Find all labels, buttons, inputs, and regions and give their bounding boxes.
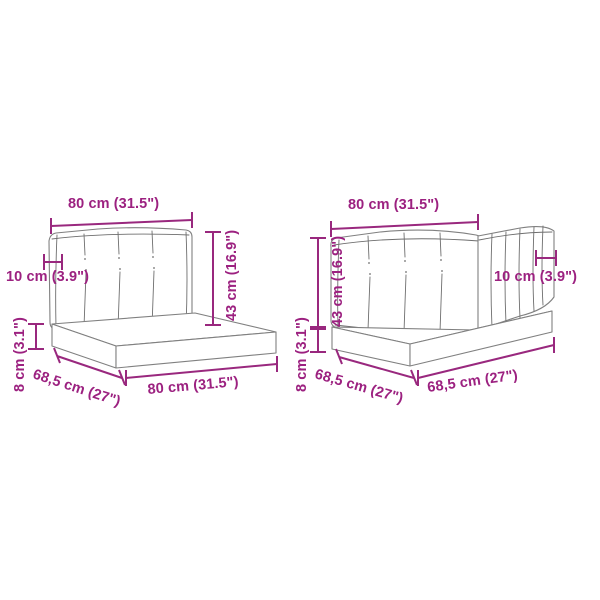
dimension-seat-width	[125, 356, 278, 386]
diagram-corner-seat-cushion-set: 80 cm (31.5") 43 cm (16.9") 10 cm (3.9")	[294, 197, 577, 407]
corner-seat-cushion	[331, 310, 553, 367]
dimension-top-width	[50, 212, 193, 234]
corner-label-seat-thickness: 8 cm (3.1")	[294, 317, 310, 392]
corner-dimension-seat-thickness	[310, 326, 326, 353]
dimension-seat-thickness	[28, 323, 44, 350]
label-seat-width: 80 cm (31.5")	[147, 374, 239, 398]
corner-label-top-width: 80 cm (31.5")	[348, 197, 439, 213]
diagram-middle-seat-cushion-set: 80 cm (31.5") 10 cm (3.9") 43 cm (16.9")	[6, 196, 278, 410]
label-backrest-thickness: 10 cm (3.9")	[6, 269, 89, 285]
dimension-seat-depth	[53, 347, 126, 386]
corner-label-side-thickness: 10 cm (3.9")	[494, 269, 577, 285]
corner-dimension-seat-depth-right	[417, 337, 555, 386]
seat-cushion	[51, 312, 277, 369]
corner-dimension-side-thickness	[535, 250, 557, 266]
corner-backrest-cushion-back	[330, 229, 483, 339]
label-backrest-height: 43 cm (16.9")	[224, 230, 240, 321]
dimension-backrest-thickness	[43, 254, 63, 270]
label-seat-thickness: 8 cm (3.1")	[12, 317, 28, 392]
label-top-width: 80 cm (31.5")	[68, 196, 159, 212]
corner-dimension-backrest-height	[310, 237, 326, 330]
dimension-backrest-height	[205, 231, 221, 326]
corner-dimension-top-width	[330, 214, 479, 237]
corner-label-backrest-height: 43 cm (16.9")	[330, 236, 346, 327]
corner-dimension-seat-depth-left	[335, 348, 418, 386]
